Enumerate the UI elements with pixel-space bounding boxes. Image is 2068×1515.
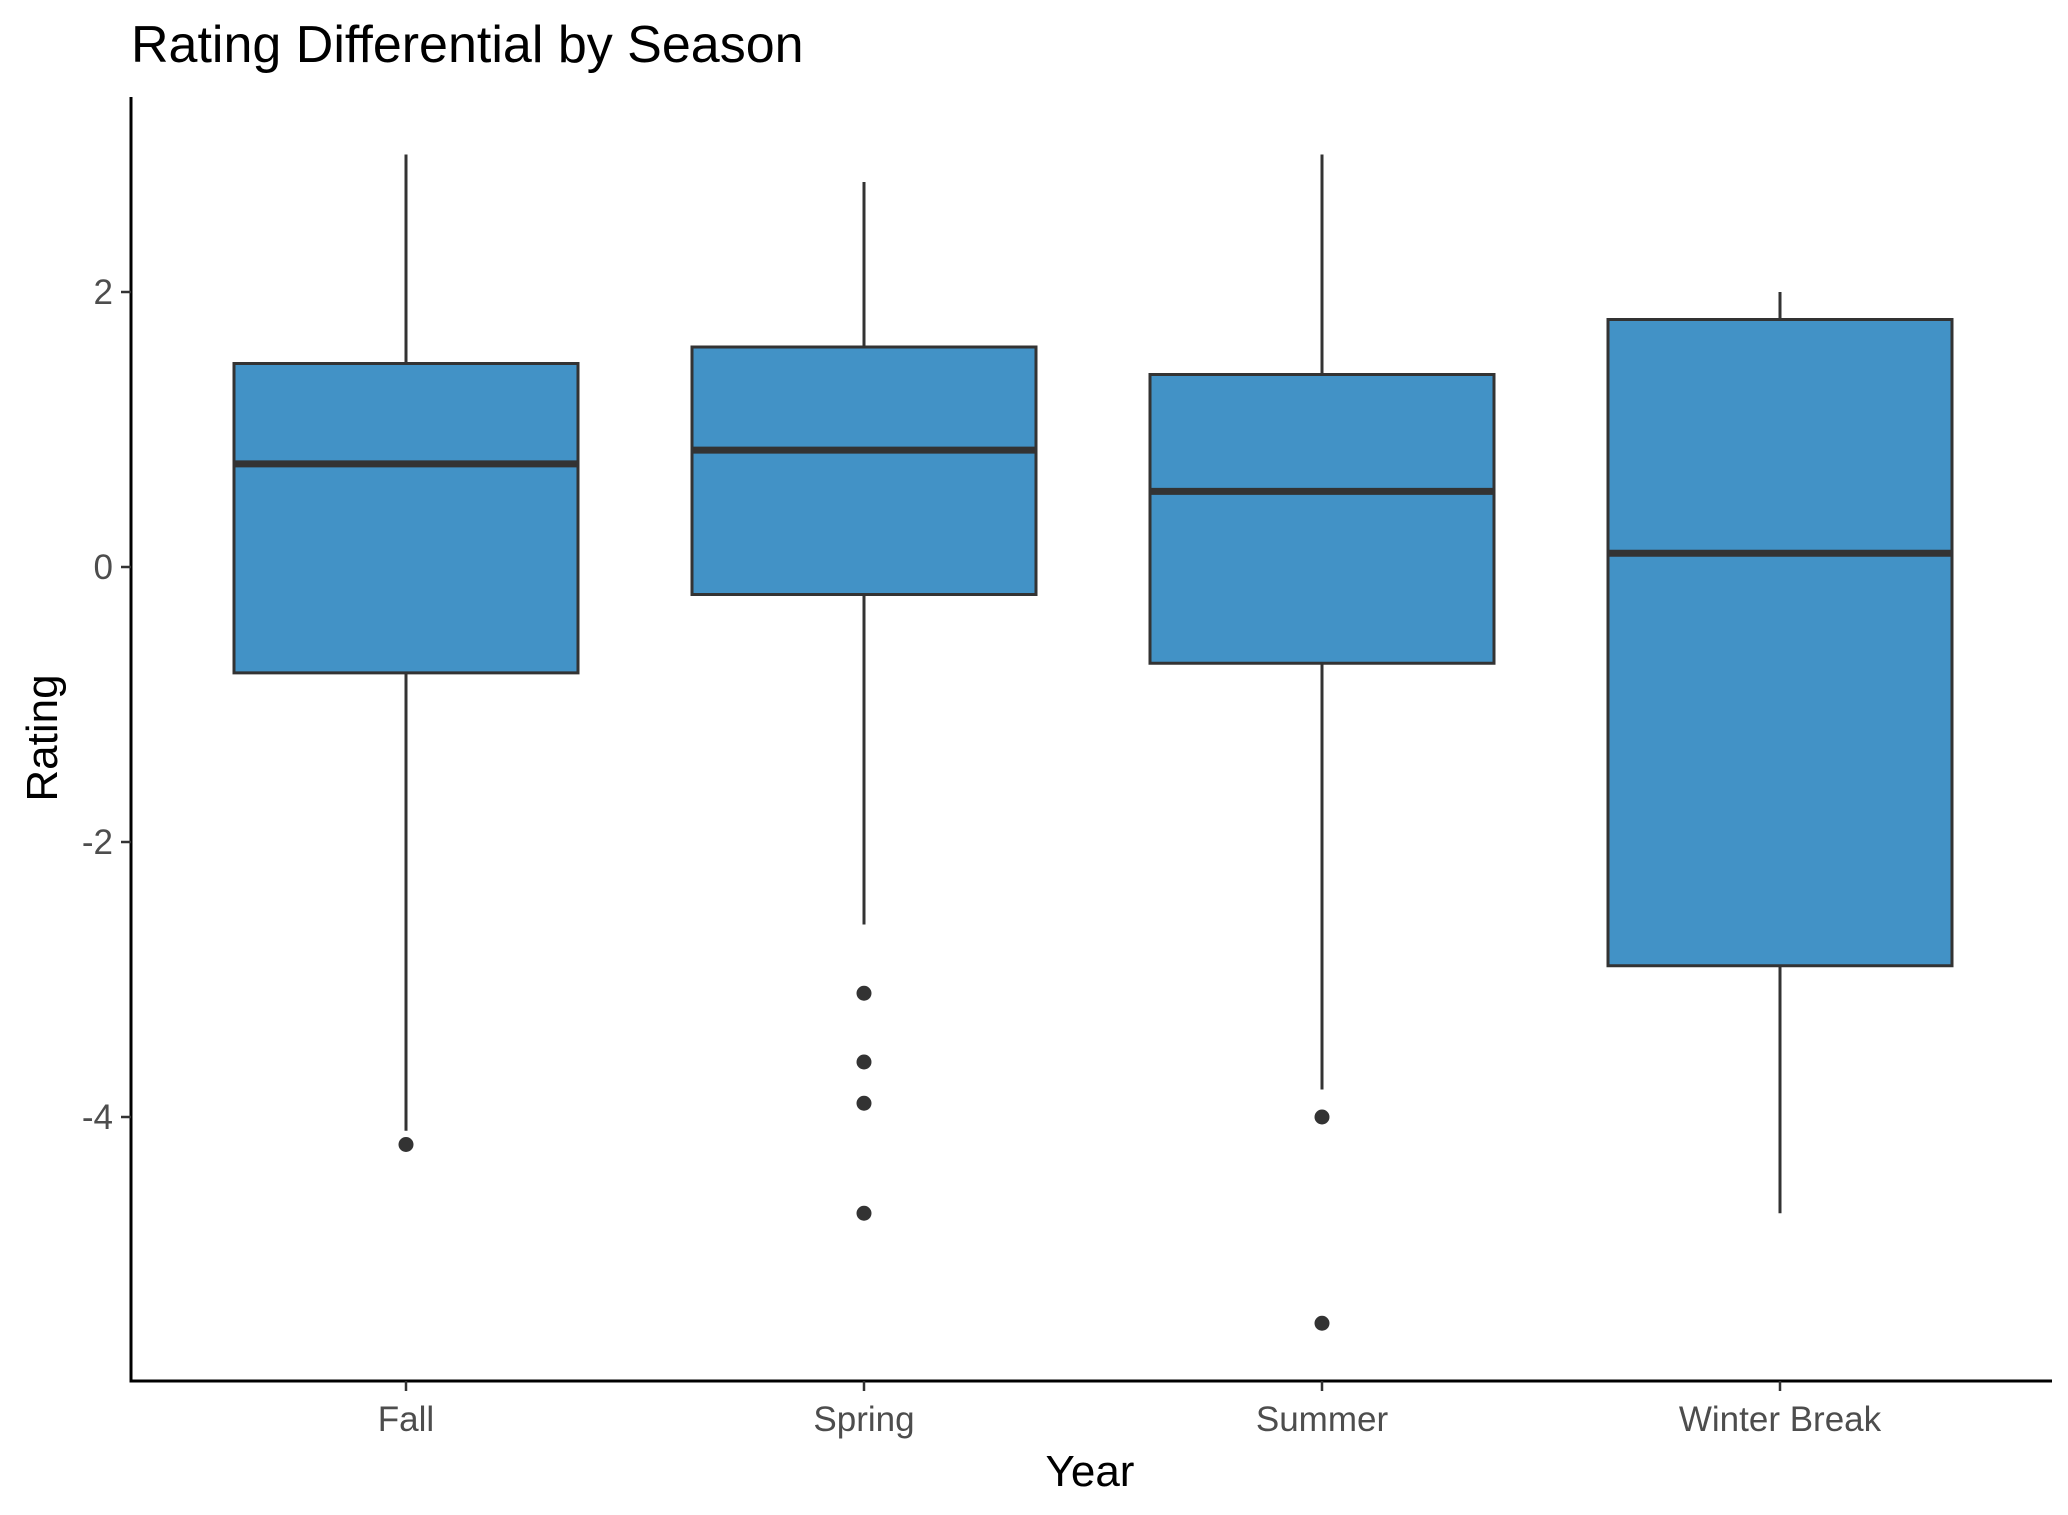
box [690, 345, 1038, 596]
plot-area [232, 154, 1954, 1331]
x-tick-label: Fall [378, 1400, 434, 1439]
box-group [690, 182, 1038, 1221]
outlier-point [1314, 1109, 1330, 1125]
y-axis-ticks: -4 -2 0 2 [82, 273, 131, 1137]
y-tick-label: -4 [82, 1098, 113, 1137]
box-group [1148, 154, 1496, 1331]
outlier-point [1314, 1315, 1330, 1331]
y-axis-title: Rating [18, 674, 67, 801]
outlier-point [856, 1054, 872, 1070]
y-tick-label: -2 [82, 823, 113, 862]
box-group [1606, 292, 1954, 1214]
box [232, 362, 580, 675]
x-tick-label: Spring [813, 1400, 914, 1439]
outlier-point [856, 1095, 872, 1111]
outlier-point [856, 1205, 872, 1221]
x-axis-ticks: Fall Spring Summer Winter Break [378, 1381, 1882, 1439]
box [1606, 318, 1954, 968]
x-axis-title: Year [1046, 1447, 1135, 1496]
y-tick-label: 2 [94, 273, 113, 312]
outlier-point [398, 1137, 414, 1152]
outlier-point [856, 985, 872, 1001]
box [1148, 373, 1496, 665]
chart-title: Rating Differential by Season [131, 16, 804, 74]
x-tick-label: Winter Break [1679, 1400, 1882, 1439]
y-tick-label: 0 [94, 548, 113, 587]
box-group [232, 154, 580, 1152]
x-tick-label: Summer [1256, 1400, 1389, 1439]
